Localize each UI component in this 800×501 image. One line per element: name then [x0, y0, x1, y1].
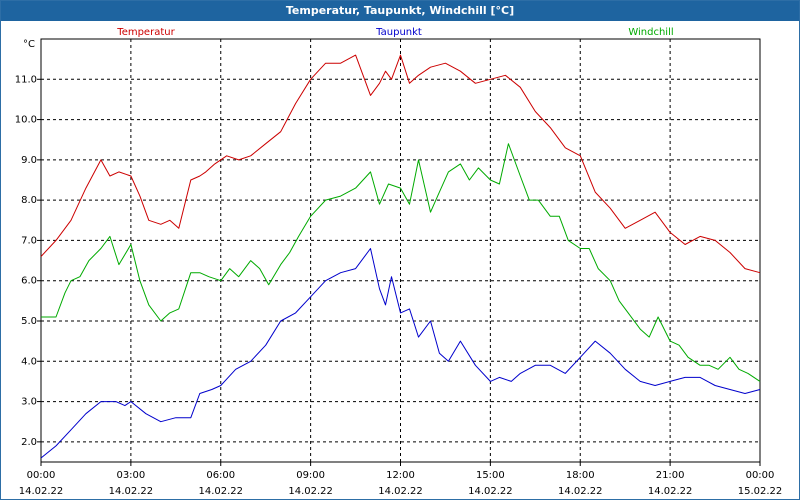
- legend-windchill: Windchill: [628, 27, 673, 38]
- y-tick-label: 5.0: [21, 316, 37, 327]
- y-tick-label: 2.0: [21, 437, 37, 448]
- y-tick-label: 9.0: [21, 155, 37, 166]
- legend-temperatur: Temperatur: [116, 27, 175, 38]
- y-tick-label: 3.0: [21, 397, 37, 408]
- x-tick-time: 09:00: [296, 470, 325, 481]
- y-tick-label: 8.0: [21, 195, 37, 206]
- x-tick-date: 14.02.22: [378, 486, 423, 497]
- x-tick-date: 14.02.22: [558, 486, 603, 497]
- x-tick-date: 14.02.22: [648, 486, 693, 497]
- x-tick-time: 00:00: [746, 470, 775, 481]
- x-tick-time: 12:00: [386, 470, 415, 481]
- series-line-windchill: [41, 143, 761, 382]
- legend-taupunkt: Taupunkt: [375, 27, 422, 38]
- x-tick-date: 14.02.22: [468, 486, 513, 497]
- x-tick-date: 14.02.22: [288, 486, 333, 497]
- x-tick-time: 00:00: [27, 470, 56, 481]
- x-tick-date: 15.02.22: [738, 486, 783, 497]
- x-tick-time: 18:00: [566, 470, 595, 481]
- y-tick-label: 4.0: [21, 356, 37, 367]
- x-tick-date: 14.02.22: [198, 486, 243, 497]
- chart-title: Temperatur, Taupunkt, Windchill [°C]: [1, 1, 799, 21]
- x-tick-time: 15:00: [476, 470, 505, 481]
- x-tick-time: 21:00: [656, 470, 685, 481]
- y-tick-label: 11.0: [15, 74, 37, 85]
- x-tick-date: 14.02.22: [19, 486, 64, 497]
- series-line-temperatur: [40, 54, 761, 274]
- y-axis-label: °C: [23, 39, 35, 50]
- y-tick-label: 7.0: [21, 235, 37, 246]
- y-tick-label: 6.0: [21, 276, 37, 287]
- x-tick-date: 14.02.22: [109, 486, 154, 497]
- x-tick-time: 06:00: [206, 470, 235, 481]
- y-tick-label: 10.0: [15, 115, 37, 126]
- series-line-taupunkt: [40, 248, 761, 459]
- x-tick-time: 03:00: [116, 470, 145, 481]
